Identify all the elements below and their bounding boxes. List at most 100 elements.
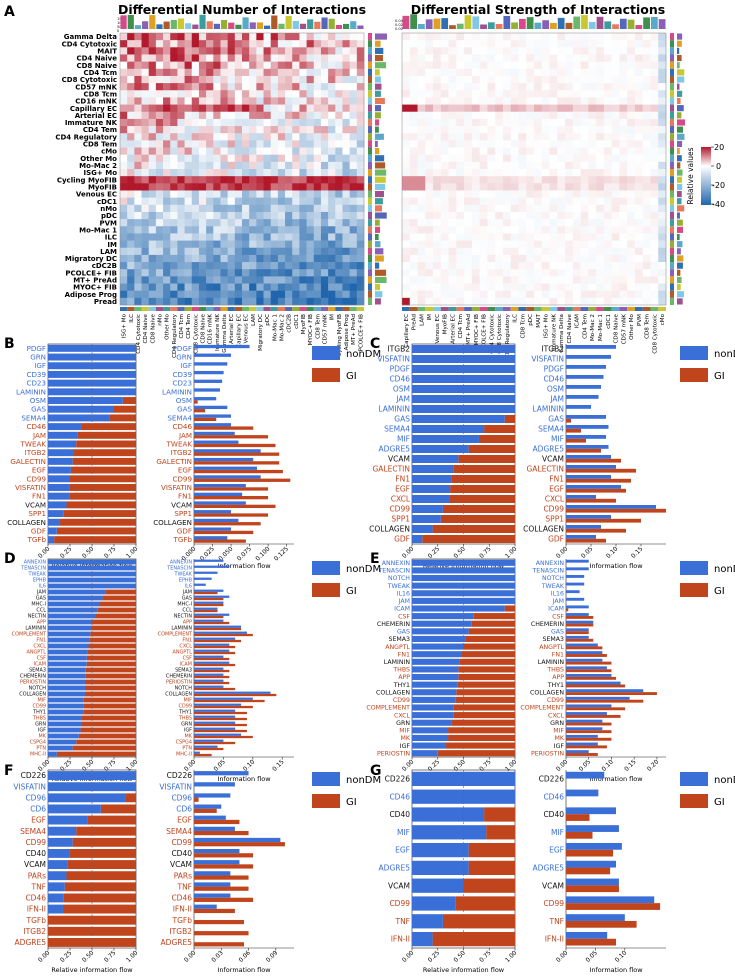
relative-bar-nondm (48, 405, 114, 413)
heatmap-cell (213, 140, 221, 148)
heatmap-cell (277, 126, 286, 134)
heatmap-cell (619, 83, 628, 91)
heatmap-cell (425, 190, 434, 198)
relative-bar-gi (455, 896, 515, 911)
heatmap-cell (526, 226, 535, 234)
heatmap-cell (242, 161, 250, 170)
heatmap-cell (285, 190, 293, 198)
relative-bar-gi (440, 515, 515, 523)
heatmap-cell (306, 254, 315, 263)
heatmap-cell (464, 204, 473, 213)
relative-bar-gi (486, 825, 515, 840)
heatmap-cell (464, 183, 473, 191)
absolute-category-label: CD99 (179, 704, 192, 710)
heatmap-cell (448, 47, 457, 55)
heatmap-cell (256, 276, 264, 284)
heatmap-cell (502, 176, 512, 184)
heatmap-cell (155, 211, 164, 220)
heatmap-cell (502, 90, 512, 98)
heatmap-cell (299, 276, 307, 284)
row-color-strip (368, 90, 372, 98)
heatmap-cell (479, 290, 488, 299)
heatmap-cell (619, 197, 628, 206)
heatmap-cell (526, 133, 535, 141)
heatmap-row-label: Arterial EC (75, 112, 117, 120)
heatmap-cell (565, 75, 574, 84)
row-color-strip (368, 226, 372, 234)
heatmap-cell (634, 161, 644, 170)
relative-bar-gi (451, 475, 515, 483)
heatmap-cell (292, 83, 300, 91)
heatmap-cell (479, 176, 488, 184)
heatmap-cell (658, 262, 667, 270)
relative-x-tick-label: 0.00 (401, 758, 416, 773)
legend-swatch-nondm (312, 561, 340, 575)
heatmap-cell (184, 33, 193, 41)
heatmap-cell (417, 61, 426, 70)
heatmap-col-label: cMo (660, 313, 666, 325)
heatmap-cell (163, 276, 171, 284)
heatmap-cell (634, 176, 644, 184)
relative-x-tick-label: 1.00 (504, 545, 519, 560)
heatmap-cell (328, 154, 336, 163)
heatmap-cell (619, 104, 628, 113)
heatmap-cell (502, 33, 512, 41)
heatmap-cell (285, 204, 293, 213)
heatmap-cell (191, 47, 200, 55)
heatmap-cell (184, 83, 193, 91)
col-color-strip (549, 307, 558, 311)
heatmap-cell (227, 197, 236, 206)
relative-bar-gi (56, 527, 136, 535)
heatmap-cell (471, 97, 480, 105)
heatmap-cell (155, 240, 164, 249)
absolute-bar-gi (566, 867, 611, 875)
heatmap-cell (191, 219, 200, 227)
row-total-bar (375, 262, 380, 269)
heatmap-cell (425, 140, 434, 148)
row-color-strip (368, 33, 372, 41)
heatmap-cell (425, 290, 434, 299)
relative-bar-gi (85, 673, 136, 679)
absolute-category-label: MHC-II (176, 752, 192, 758)
absolute-x-tick-label: 0.15 (630, 545, 645, 560)
heatmap-cell (356, 190, 365, 198)
heatmap-cell (440, 126, 449, 134)
heatmap-row-label: CD4 Regulatory (55, 133, 117, 141)
heatmap-cell (292, 118, 300, 127)
heatmap-cell (479, 283, 488, 291)
heatmap-cell (299, 190, 307, 198)
heatmap-cell (306, 219, 315, 227)
heatmap-cell (448, 247, 457, 256)
heatmap-cell (285, 233, 293, 241)
heatmap-cell (306, 197, 315, 206)
heatmap-cell (471, 118, 480, 127)
heatmap-cell (565, 140, 574, 148)
heatmap-cell (541, 169, 550, 177)
heatmap-cell (306, 47, 315, 55)
heatmap-cell (184, 254, 193, 263)
heatmap-cell (596, 154, 605, 163)
heatmap-cell (611, 154, 620, 163)
heatmap-cell (227, 154, 236, 163)
heatmap-cell (510, 111, 519, 120)
absolute-x-tick-label: 0.03 (210, 949, 225, 964)
heatmap-cell (277, 111, 286, 120)
heatmap-cell (349, 126, 358, 134)
heatmap-cell (349, 169, 358, 177)
heatmap-cell (177, 161, 185, 170)
heatmap-cell (549, 75, 558, 84)
heatmap-cell (177, 276, 185, 284)
relative-bar-nondm (48, 709, 84, 715)
col-color-strip (526, 307, 534, 311)
heatmap-cell (433, 40, 442, 48)
absolute-category-label: CD99 (172, 474, 192, 483)
col-total-bar (596, 16, 604, 29)
absolute-x-tick-label: 0.05 (212, 758, 227, 773)
heatmap-cell (213, 40, 221, 48)
relative-bar-nondm (48, 893, 64, 903)
heatmap-cell (526, 276, 535, 284)
heatmap-cell (658, 54, 667, 62)
heatmap-cell (234, 61, 243, 70)
heatmap-cell (634, 40, 644, 48)
heatmap-cell (448, 161, 457, 170)
